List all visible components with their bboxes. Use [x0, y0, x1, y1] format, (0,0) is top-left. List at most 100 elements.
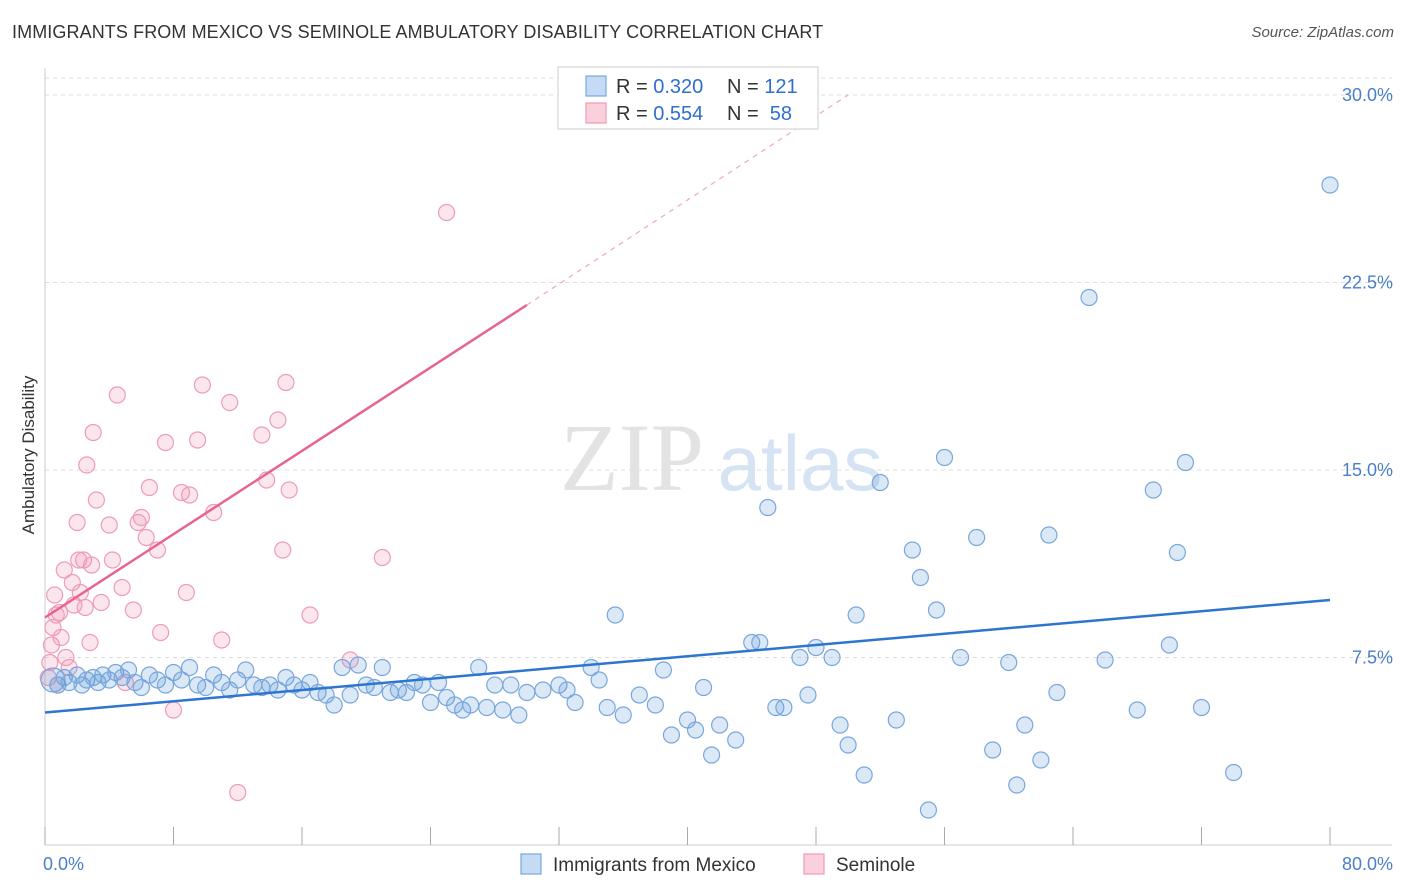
- mexico-point: [510, 706, 528, 724]
- y-axis-label: Ambulatory Disability: [19, 375, 38, 534]
- seminole-point: [57, 648, 75, 667]
- seminole-point: [274, 541, 292, 559]
- gridlines: [45, 77, 1392, 658]
- seminole-point: [137, 528, 155, 547]
- y-tick-label: 7.5%: [1352, 648, 1393, 668]
- mexico-point: [197, 678, 215, 697]
- mexico-point: [558, 681, 576, 699]
- mexico-point: [486, 676, 504, 694]
- mexico-point: [365, 678, 383, 697]
- x-tick-label: 0.0%: [43, 854, 84, 874]
- seminole-point: [156, 433, 175, 452]
- mexico-point: [694, 678, 713, 697]
- mexico-point: [349, 656, 367, 674]
- mexico-points: [40, 176, 1339, 819]
- mexico-point: [1144, 481, 1162, 499]
- mexico-point: [935, 448, 954, 467]
- mexico-point: [630, 686, 648, 704]
- mexico-trend-line: [44, 598, 1331, 714]
- seminole-point: [229, 783, 247, 802]
- seminole-point: [164, 701, 183, 719]
- mexico-point: [1176, 453, 1195, 472]
- legend-n-label-blue: N =: [727, 76, 764, 98]
- mexico-point: [325, 696, 343, 714]
- mexico-point: [1321, 176, 1339, 194]
- seminole-point: [373, 548, 391, 567]
- seminole-trend-extension: [526, 94, 849, 306]
- svg-text:N = 58: N = 58: [727, 103, 792, 125]
- seminole-point: [82, 556, 101, 574]
- mexico-point: [751, 633, 769, 652]
- mexico-point: [711, 716, 729, 734]
- mexico-point: [968, 528, 986, 547]
- mexico-point: [156, 676, 175, 694]
- mexico-point: [686, 721, 705, 739]
- mexico-point: [654, 661, 673, 679]
- y-tick-label: 22.5%: [1342, 273, 1393, 293]
- seminole-point: [84, 423, 102, 442]
- seminole-point: [108, 386, 126, 404]
- legend-r-label-blue: R =: [616, 76, 653, 98]
- seminole-point: [46, 586, 64, 604]
- svg-text:R = 0.320: R = 0.320: [616, 76, 703, 98]
- chart-title: IMMIGRANTS FROM MEXICO VS SEMINOLE AMBUL…: [12, 22, 824, 42]
- seminole-point: [76, 598, 94, 617]
- seminole-trend-line: [44, 303, 528, 619]
- axes: [44, 68, 1392, 846]
- mexico-point: [462, 696, 480, 714]
- mexico-point: [984, 741, 1002, 759]
- seminole-point: [132, 508, 150, 527]
- mexico-point: [180, 658, 199, 677]
- mexico-point: [791, 648, 809, 667]
- mexico-point: [887, 711, 905, 729]
- mexico-point: [1096, 651, 1114, 669]
- mexico-point: [951, 648, 970, 667]
- mexico-point: [1128, 701, 1146, 719]
- mexico-point: [502, 676, 520, 694]
- mexico-point: [662, 726, 681, 744]
- mexico-point: [847, 606, 865, 624]
- mexico-point: [341, 686, 359, 704]
- seminole-point: [177, 583, 195, 602]
- mexico-point: [831, 716, 849, 734]
- seminole-point: [52, 628, 70, 647]
- mexico-point: [927, 601, 946, 619]
- mexico-point: [799, 686, 817, 704]
- seminole-point: [253, 426, 271, 444]
- legend-n-blue: 121: [764, 76, 797, 98]
- seminole-point: [221, 393, 239, 412]
- seminole-point: [129, 513, 147, 532]
- seminole-point: [152, 623, 170, 642]
- mexico-point: [919, 801, 938, 819]
- mexico-point: [727, 731, 745, 749]
- seminole-point: [70, 551, 88, 569]
- mexico-point: [494, 701, 512, 719]
- seminole-point: [188, 431, 207, 449]
- mexico-point: [871, 473, 889, 492]
- bottom-legend-swatch-blue: [520, 853, 542, 875]
- seminole-point: [280, 481, 298, 499]
- seminole-point: [277, 373, 295, 392]
- mexico-point: [421, 693, 440, 712]
- seminole-point: [103, 551, 122, 569]
- mexico-point: [1016, 716, 1034, 734]
- mexico-point: [606, 606, 624, 624]
- y-tick-label: 15.0%: [1342, 460, 1393, 480]
- mexico-point: [269, 681, 287, 699]
- legend-swatch-blue: [585, 75, 607, 97]
- mexico-point: [1048, 683, 1066, 702]
- legend-n-pink: 58: [764, 103, 792, 125]
- mexico-point: [598, 698, 616, 717]
- mexico-point: [775, 698, 793, 717]
- bottom-legend-label-blue: Immigrants from Mexico: [553, 855, 756, 876]
- mexico-point: [903, 541, 921, 559]
- seminole-point: [100, 516, 118, 534]
- seminole-point: [180, 486, 199, 504]
- svg-text:N = 121: N = 121: [727, 76, 798, 98]
- legend-r-pink: 0.554: [653, 103, 703, 125]
- mexico-point: [1192, 698, 1211, 717]
- mexico-point: [590, 671, 608, 689]
- mexico-point: [566, 693, 584, 712]
- mexico-point: [646, 696, 664, 714]
